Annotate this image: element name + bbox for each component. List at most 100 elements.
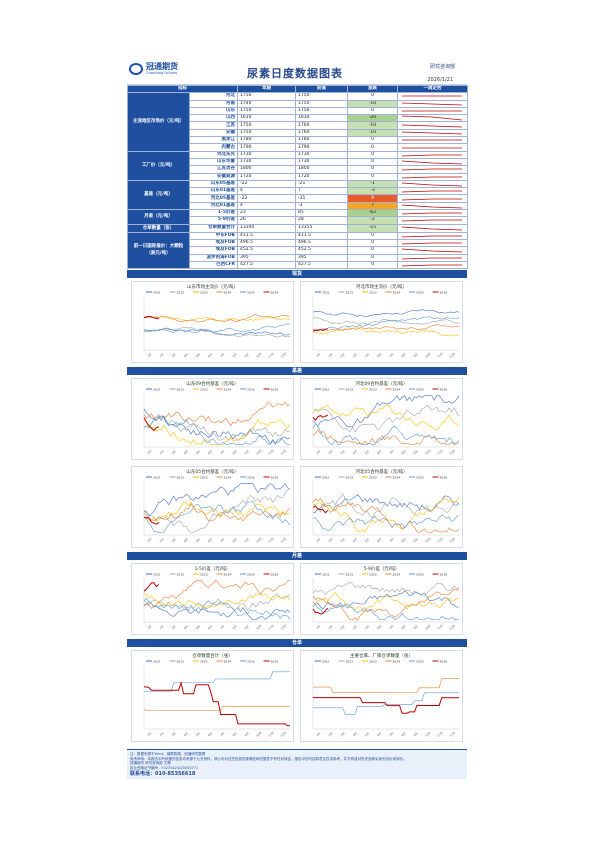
legend-label: 2026 — [440, 291, 448, 295]
x-tick-label: 10月 — [424, 624, 432, 631]
legend-label: 2025 — [247, 388, 255, 392]
row-prev: 1720 — [295, 172, 348, 181]
row-prev: 452.5 — [295, 246, 348, 255]
x-tick-label: 10月 — [255, 731, 263, 738]
series-line — [312, 497, 460, 533]
chart-axis — [312, 578, 459, 623]
row-name: 埃及FOB — [189, 238, 238, 248]
series-line — [312, 498, 460, 533]
series-line — [312, 592, 460, 613]
x-tick-label: 1月 — [146, 352, 152, 358]
x-tick-label: 12月 — [280, 449, 288, 456]
legend-label: 2021 — [322, 573, 330, 577]
x-tick-label: 4月 — [352, 624, 358, 630]
legend-label: 2026 — [271, 388, 279, 392]
legend-label: 2022 — [177, 476, 185, 480]
series-line — [312, 327, 460, 337]
table-row: 安徽 1750 1760 -10 — [128, 128, 468, 138]
x-tick-label: 6月 — [207, 449, 213, 455]
row-name: 埃及FOB — [189, 246, 238, 255]
row-name: 江苏灵谷 — [189, 165, 238, 174]
table-row: 波罗的海FOB 395 395 0 — [128, 253, 468, 262]
row-prev: 1750 — [295, 99, 348, 108]
x-tick-label: 10月 — [424, 352, 432, 359]
legend-label: 2023 — [369, 291, 377, 295]
x-tick-label: 2月 — [328, 449, 334, 455]
row-change: -3 — [347, 187, 398, 196]
x-tick-label: 2月 — [328, 537, 334, 543]
col-trend: 一周走势 — [397, 84, 468, 94]
legend-label: 2025 — [416, 573, 424, 577]
table-row: 前一日国际报价：大颗粒（美元/吨） 中东FOB 411.5 411.5 0 — [127, 231, 468, 270]
legend-label: 2024 — [224, 573, 232, 577]
table-row: 基差（元/吨） 山东05基差 -22 -21 -1 — [127, 179, 468, 211]
row-current: 427.5 — [237, 260, 296, 270]
x-tick-label: 11月 — [267, 449, 275, 456]
x-tick-label: 10月 — [255, 624, 263, 631]
row-name: 江苏 — [189, 121, 238, 130]
table-row: 河南 1740 1750 -10 — [128, 99, 468, 108]
x-tick-label: 12月 — [449, 352, 457, 359]
row-trend — [397, 128, 468, 138]
series-line — [312, 581, 460, 596]
x-tick-label: 11月 — [267, 537, 275, 544]
series-line — [144, 671, 290, 692]
row-trend — [397, 99, 468, 108]
chart-sd09-basis: 山东09合约基差（元/吨） 2021 2022 2023 2024 2025 2026 1月 2… — [131, 378, 294, 461]
row-current: 1750 — [237, 92, 296, 101]
row-trend — [397, 238, 468, 248]
x-tick-label: 8月 — [232, 352, 238, 358]
legend-label: 2026 — [440, 476, 448, 480]
row-current: 1780 — [237, 136, 296, 145]
legend-label: 2022 — [346, 388, 354, 392]
chart-hb-spot: 河北市场主流价（元/吨） 2021 2022 2023 2024 2025 2026 1月 2月… — [300, 281, 463, 364]
row-prev: 85 — [295, 209, 348, 218]
table-row: 主流地区市场价（元/吨） 河北 1750 1750 0 — [127, 92, 468, 152]
x-tick-label: 8月 — [401, 449, 407, 455]
x-tick-label: 4月 — [183, 731, 189, 737]
legend-label: 2024 — [393, 573, 401, 577]
x-tick-label: 4月 — [352, 352, 358, 358]
group-label: 工厂价（元/吨） — [127, 150, 190, 181]
x-tick-label: 6月 — [207, 352, 213, 358]
x-tick-label: 3月 — [171, 624, 177, 630]
legend-label: 2025 — [416, 388, 424, 392]
row-current: 1750 — [237, 121, 296, 130]
row-trend — [397, 172, 468, 181]
x-tick-label: 2月 — [159, 352, 165, 358]
x-tick-label: 6月 — [207, 537, 213, 543]
x-tick-label: 7月 — [388, 352, 394, 358]
x-tick-label: 3月 — [340, 449, 346, 455]
x-tick-label: 2月 — [328, 731, 334, 737]
x-tick-label: 7月 — [219, 731, 225, 737]
row-current: -22 — [237, 179, 296, 189]
legend-label: 2023 — [369, 573, 377, 577]
x-tick-label: 2月 — [159, 537, 165, 543]
x-tick-label: 9月 — [244, 537, 250, 543]
x-tick-label: 1月 — [146, 624, 152, 630]
series-line — [312, 328, 328, 332]
row-name: 5-9价差 — [189, 216, 238, 225]
x-tick-label: 8月 — [232, 537, 238, 543]
row-change: -2 — [347, 216, 398, 225]
x-tick-label: 9月 — [244, 624, 250, 630]
row-trend — [397, 223, 468, 233]
legend-label: 2023 — [369, 388, 377, 392]
chart-warrant-by-warehouse: 主要仓库、厂库仓单数量（张） 2021 2022 2023 2024 2025 2026 1月… — [300, 650, 463, 743]
x-tick-label: 10月 — [255, 449, 263, 456]
row-name: 1-5价差 — [189, 209, 238, 218]
section-spread: 月差 — [127, 552, 467, 561]
legend-label: 2024 — [224, 476, 232, 480]
x-tick-label: 5月 — [195, 731, 201, 737]
data-table: 指标 本期 前值 涨跌 一周走势 主流地区市场价（元/吨） 河北 1750 1750 0… — [127, 84, 468, 270]
row-trend — [397, 231, 468, 240]
x-tick-label: 7月 — [388, 624, 394, 630]
row-name: 山东05基差 — [189, 179, 238, 189]
row-trend — [397, 194, 468, 203]
series-line — [143, 706, 290, 711]
x-tick-label: 1月 — [315, 731, 321, 737]
x-tick-label: 11月 — [267, 731, 275, 738]
row-prev: 1730 — [295, 150, 348, 159]
x-tick-label: 4月 — [183, 537, 189, 543]
row-trend — [397, 157, 468, 167]
